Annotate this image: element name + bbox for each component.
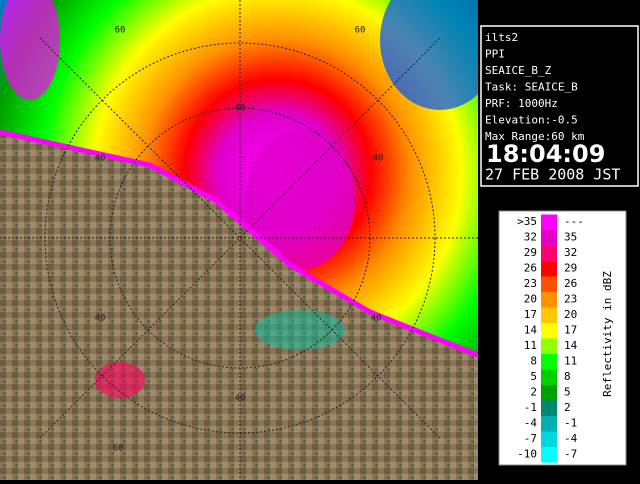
legend-swatch — [541, 338, 557, 354]
legend-low: 14 — [524, 324, 538, 337]
legend-swatch — [541, 354, 557, 370]
legend-low: 23 — [524, 277, 537, 290]
info-line: Max Range:60 km — [485, 130, 585, 143]
legend-swatch — [541, 416, 557, 432]
legend-low: >35 — [517, 215, 537, 228]
range-label: 60 — [115, 26, 126, 36]
range-label: 40 — [95, 314, 106, 324]
legend-swatch — [541, 292, 557, 308]
legend-high: 2 — [564, 401, 571, 414]
range-label: 60 — [113, 444, 124, 454]
legend-box — [498, 210, 627, 466]
legend-low: -7 — [524, 432, 537, 445]
legend-swatch — [541, 369, 557, 385]
info-line: ilts2 — [485, 31, 518, 44]
range-label: 60 — [355, 26, 366, 36]
legend-high: -4 — [564, 432, 578, 445]
legend-swatch — [541, 261, 557, 277]
legend-high: 8 — [564, 370, 571, 383]
legend-low: 8 — [530, 355, 537, 368]
legend-high: 26 — [564, 277, 577, 290]
legend-high: 20 — [564, 308, 577, 321]
legend-low: 17 — [524, 308, 537, 321]
legend-title: Reflectivity in dBZ — [601, 271, 614, 397]
range-label: 40 — [95, 154, 106, 164]
time: 18:04:09 — [486, 140, 605, 168]
legend-high: 23 — [564, 293, 577, 306]
legend-swatch — [541, 323, 557, 339]
legend-low: 32 — [524, 231, 537, 244]
legend-low: -4 — [524, 417, 538, 430]
legend-swatch — [541, 385, 557, 401]
info-line: PRF: 1000Hz — [485, 97, 558, 110]
legend-swatch — [541, 245, 557, 261]
legend-swatch — [541, 214, 557, 230]
legend-high: 35 — [564, 231, 577, 244]
range-label: 40 — [371, 314, 382, 324]
info-box — [480, 25, 639, 187]
info-line: Task: SEAICE_B — [485, 81, 578, 94]
legend-low: -1 — [524, 401, 537, 414]
legend-low: 11 — [524, 339, 537, 352]
radar-map: 60 60 40 40 40 40 40 40 60 — [0, 0, 478, 480]
legend-swatch — [541, 431, 557, 447]
legend-swatch — [541, 447, 557, 463]
legend-high: -1 — [564, 417, 577, 430]
info-line: SEAICE_B_Z — [485, 64, 552, 77]
legend-swatch — [541, 400, 557, 416]
info-line: PPI — [485, 48, 505, 61]
info-line: Elevation:-0.5 — [485, 114, 578, 127]
legend-high: 29 — [564, 262, 577, 275]
legend-swatch — [541, 276, 557, 292]
legend-high: 17 — [564, 324, 577, 337]
legend-swatch — [541, 230, 557, 246]
legend-high: 11 — [564, 355, 577, 368]
date: 27 FEB 2008 JST — [485, 166, 620, 184]
range-label: 40 — [235, 394, 246, 404]
legend-swatch — [541, 307, 557, 323]
legend-low: 26 — [524, 262, 537, 275]
legend-low: 20 — [524, 293, 537, 306]
legend-high: 5 — [564, 386, 571, 399]
legend-low: 29 — [524, 246, 537, 259]
legend-high: --- — [564, 215, 584, 228]
legend-low: -10 — [517, 448, 537, 461]
legend-high: 14 — [564, 339, 578, 352]
legend-high: -7 — [564, 448, 577, 461]
legend-high: 32 — [564, 246, 577, 259]
range-label: 40 — [373, 154, 384, 164]
legend-low: 5 — [530, 370, 537, 383]
legend-low: 2 — [530, 386, 537, 399]
range-label: 40 — [235, 104, 246, 114]
